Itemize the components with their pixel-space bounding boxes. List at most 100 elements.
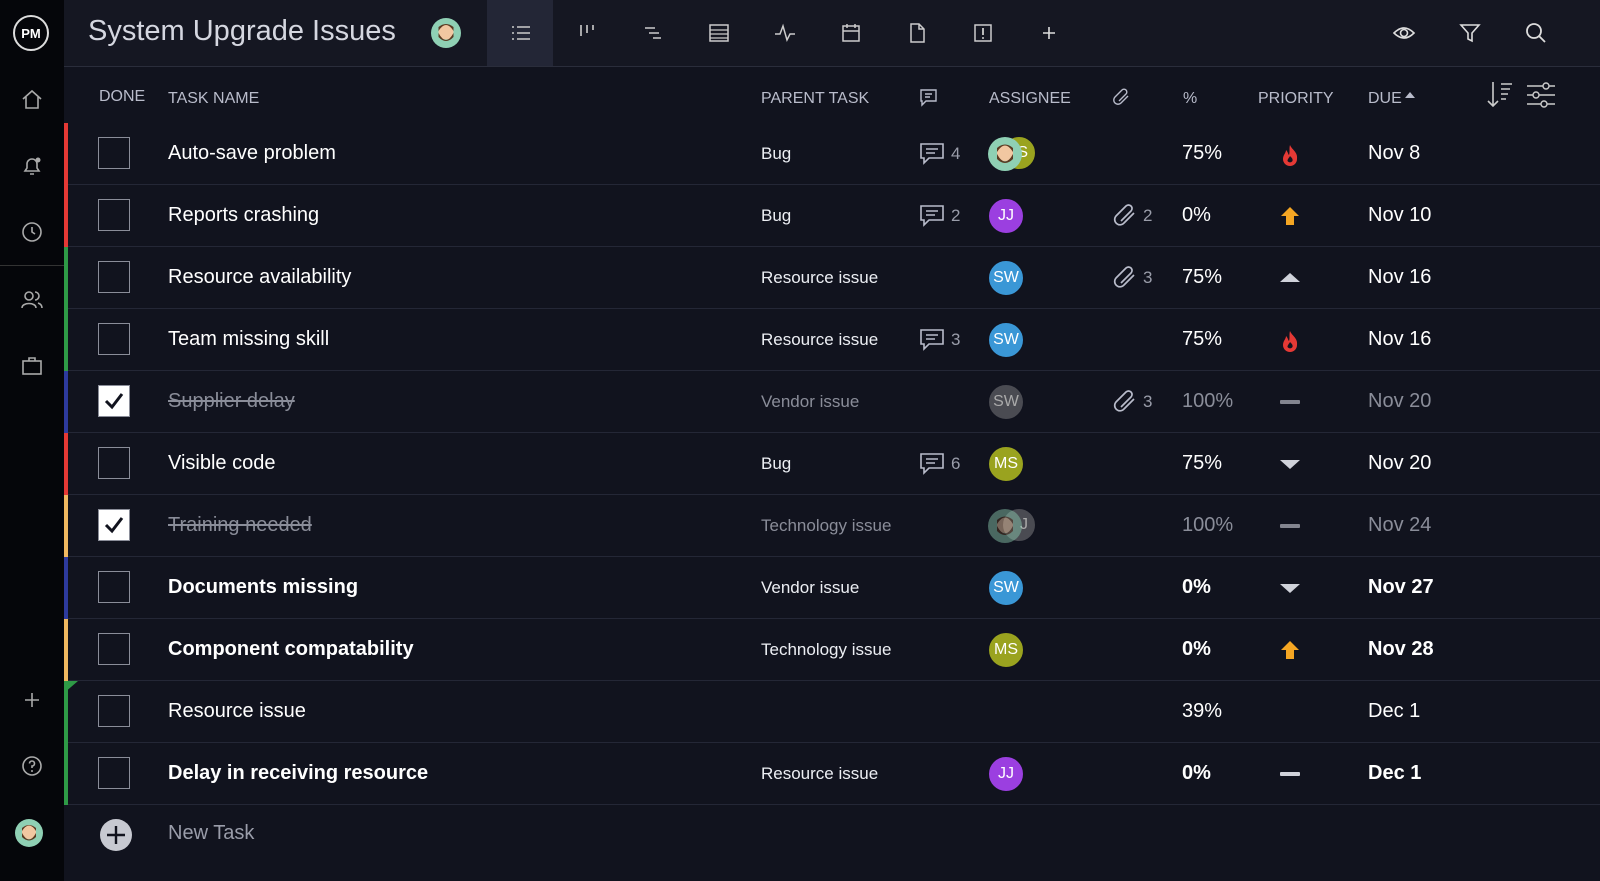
dashboard-view-icon[interactable] [774, 22, 796, 44]
risks-icon[interactable] [972, 22, 994, 44]
user-avatar[interactable] [14, 818, 44, 848]
parent-task: Bug [761, 143, 792, 163]
task-row[interactable]: Resource issue 39% Dec 1 [64, 681, 1600, 743]
due-date: Nov 20 [1368, 452, 1432, 474]
assignee-avatar[interactable]: MS [988, 446, 1024, 482]
percent-complete: 75% [1182, 328, 1223, 350]
task-name[interactable]: Resource availability [168, 266, 352, 288]
help-icon[interactable] [20, 754, 44, 778]
attachment-count: 3 [1143, 267, 1153, 287]
due-date: Nov 8 [1368, 142, 1421, 164]
done-checkbox[interactable] [98, 695, 130, 727]
history-icon[interactable] [20, 220, 44, 244]
percent-complete: 75% [1182, 266, 1223, 288]
assignee-avatar[interactable]: SW [988, 322, 1024, 358]
priority-icon [1280, 524, 1300, 528]
board-view-icon[interactable] [576, 22, 598, 44]
assignee-avatar[interactable]: JJ [988, 198, 1024, 234]
task-name[interactable]: Documents missing [168, 576, 359, 598]
done-checkbox[interactable] [98, 199, 130, 231]
task-name[interactable]: Visible code [168, 452, 276, 474]
column-header: % [1183, 90, 1198, 107]
done-checkbox[interactable] [98, 447, 130, 479]
column-settings-icon[interactable] [1526, 82, 1556, 108]
column-header: PARENT TASK [761, 90, 870, 107]
task-row[interactable]: Delay in receiving resource Resource issu… [64, 743, 1600, 805]
home-icon[interactable] [20, 88, 44, 112]
attachment-icon [1113, 390, 1135, 412]
priority-icon [1281, 207, 1299, 225]
column-header: PRIORITY [1258, 90, 1334, 107]
done-checkbox[interactable] [98, 757, 130, 789]
row-color-stripe [64, 247, 68, 309]
assignee-avatar[interactable]: MS [988, 632, 1024, 668]
notification-icon[interactable] [20, 154, 44, 178]
done-checkbox[interactable] [98, 509, 130, 541]
due-date: Dec 1 [1368, 700, 1421, 722]
due-date: Nov 28 [1368, 638, 1434, 660]
project-avatar[interactable] [430, 17, 462, 49]
task-row[interactable]: Reports crashing Bug 2 2 JJ 0% Nov 10 [64, 185, 1600, 247]
logo[interactable]: PM [13, 15, 49, 51]
list-view-icon[interactable] [510, 22, 532, 44]
comment-count: 2 [951, 205, 961, 225]
calendar-view-icon[interactable] [840, 22, 862, 44]
task-name[interactable]: Auto-save problem [168, 142, 336, 164]
task-name[interactable]: Reports crashing [168, 204, 320, 226]
gantt-view-icon[interactable] [642, 22, 664, 44]
done-checkbox[interactable] [98, 261, 130, 293]
task-row[interactable]: Visible code Bug 6 MS 75% Nov 20 [64, 433, 1600, 495]
task-row[interactable]: Documents missing Vendor issue SW 0% Nov 27 [64, 557, 1600, 619]
task-name[interactable]: Delay in receiving resource [168, 762, 429, 784]
due-date: Nov 27 [1368, 576, 1434, 598]
priority-icon [1280, 460, 1300, 469]
assignee-avatar[interactable]: SW [988, 260, 1024, 296]
comment-icon [920, 453, 944, 475]
comment-icon [920, 329, 944, 351]
done-checkbox[interactable] [98, 385, 130, 417]
new-task-button[interactable] [98, 817, 134, 853]
task-row[interactable]: Team missing skill Resource issue 3 SW 75% No… [64, 309, 1600, 371]
percent-complete: 0% [1182, 762, 1211, 784]
sort-icon[interactable] [1486, 80, 1514, 108]
task-row[interactable]: Resource availability Resource issue 3 SW 75… [64, 247, 1600, 309]
assignee-avatar[interactable]: JJ [988, 756, 1024, 792]
new-task-input[interactable]: New Task [168, 822, 255, 844]
add-view-icon[interactable] [1038, 22, 1060, 44]
task-name[interactable]: Team missing skill [168, 328, 330, 350]
search-icon[interactable] [1524, 21, 1548, 45]
priority-icon [1283, 331, 1298, 352]
sheet-view-icon[interactable] [708, 22, 730, 44]
task-row[interactable]: Supplier delay Vendor issue 3 SW 100% Nov 20 [64, 371, 1600, 433]
percent-complete: 0% [1182, 576, 1211, 598]
task-name[interactable]: Component compatability [168, 638, 414, 660]
task-name[interactable]: Training needed [168, 514, 312, 536]
task-row[interactable]: Component compatability Technology issue M… [64, 619, 1600, 681]
done-checkbox[interactable] [98, 633, 130, 665]
attachments-column-icon [1113, 88, 1129, 105]
portfolio-icon[interactable] [20, 354, 44, 378]
task-row[interactable]: Auto-save problem Bug 4 S 75% Nov 8 [64, 123, 1600, 185]
assignee-avatar[interactable]: J [1002, 508, 1036, 542]
parent-task: Resource issue [761, 763, 879, 783]
done-checkbox[interactable] [98, 571, 130, 603]
due-date: Nov 16 [1368, 266, 1432, 288]
add-icon[interactable] [22, 690, 42, 710]
row-color-stripe [64, 309, 68, 371]
task-row[interactable]: Training needed Technology issue J 100% Nov … [64, 495, 1600, 557]
assignee-avatar[interactable]: SW [988, 384, 1024, 420]
done-checkbox[interactable] [98, 323, 130, 355]
people-icon[interactable] [20, 288, 44, 312]
task-name[interactable]: Supplier delay [168, 390, 295, 412]
watch-icon[interactable] [1392, 21, 1416, 45]
priority-icon [1283, 145, 1298, 166]
priority-icon [1280, 273, 1300, 282]
assignee-avatar[interactable]: SW [988, 570, 1024, 606]
done-checkbox[interactable] [98, 137, 130, 169]
divider [0, 265, 64, 266]
files-icon[interactable] [906, 22, 928, 44]
parent-task: Technology issue [761, 515, 892, 535]
filter-icon[interactable] [1458, 21, 1482, 45]
task-name[interactable]: Resource issue [168, 700, 306, 722]
row-color-stripe [64, 123, 68, 185]
